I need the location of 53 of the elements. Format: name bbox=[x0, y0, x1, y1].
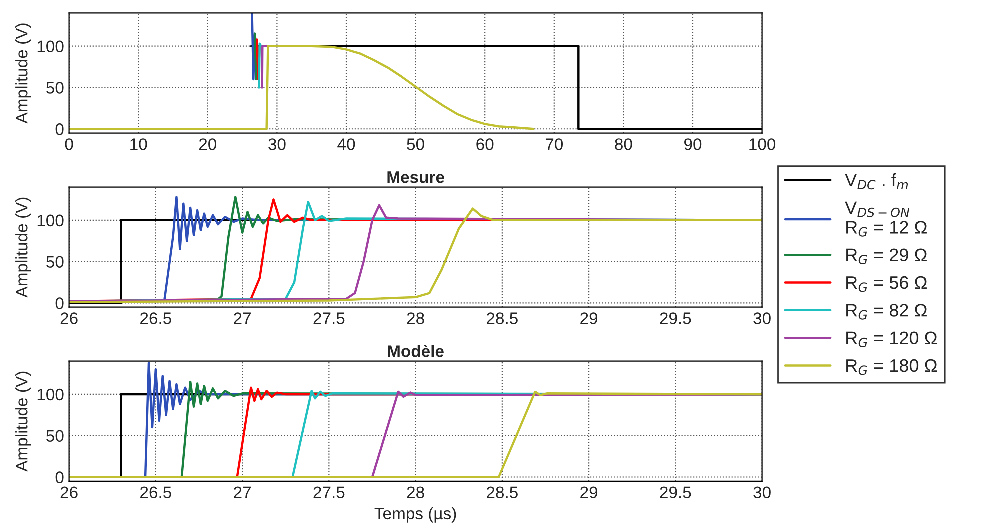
y-tick-label: 100 bbox=[38, 40, 64, 53]
x-tick-label: 26.5 bbox=[140, 486, 172, 498]
x-tick-label: 28 bbox=[407, 486, 424, 498]
chart-title: Modèle bbox=[388, 344, 444, 358]
y-tick-label: 0 bbox=[56, 472, 64, 484]
x-tick-label: 30 bbox=[754, 486, 771, 498]
legend-label: V$_{DS−ON}$ R$_{G}$ = 12 Ω bbox=[845, 202, 927, 237]
y-tick-label: 0 bbox=[56, 124, 64, 136]
x-tick-label: 10 bbox=[130, 138, 148, 150]
x-tick-label: 26 bbox=[60, 486, 78, 498]
line-series bbox=[251, 13, 258, 81]
legend-label: R$_{G}$ = 120 Ω bbox=[846, 332, 937, 348]
x-tick-label: 29 bbox=[580, 312, 598, 324]
x-tick-label: 27 bbox=[234, 486, 251, 498]
line-series bbox=[69, 45, 535, 130]
legend-label: R$_{G}$ = 180 Ω bbox=[846, 359, 937, 376]
x-tick-label: 40 bbox=[338, 138, 356, 150]
legend-label: V$_{DC}$ . f$_{m}$ bbox=[845, 173, 908, 190]
x-tick-label: 29 bbox=[580, 486, 598, 498]
x-axis-title: Temps (µs) bbox=[374, 507, 456, 523]
x-tick-label: 27.5 bbox=[314, 486, 345, 498]
y-tick-label: 100 bbox=[38, 214, 64, 227]
x-tick-label: 90 bbox=[684, 138, 702, 150]
x-tick-label: 29.5 bbox=[660, 312, 692, 324]
x-tick-label: 0 bbox=[65, 138, 74, 150]
x-tick-label: 28 bbox=[407, 312, 424, 324]
y-axis-title: Amplitude (V) bbox=[16, 24, 32, 124]
x-tick-label: 26.5 bbox=[140, 312, 172, 324]
x-tick-label: 60 bbox=[476, 138, 494, 150]
x-tick-label: 28.5 bbox=[487, 486, 518, 498]
x-tick-label: 30 bbox=[268, 138, 286, 150]
y-tick-label: 50 bbox=[46, 430, 64, 442]
y-axis-title: Amplitude (V) bbox=[16, 372, 32, 472]
x-tick-label: 30 bbox=[754, 312, 771, 324]
x-tick-label: 70 bbox=[546, 138, 564, 150]
x-tick-label: 29.5 bbox=[660, 486, 692, 498]
legend-label: R$_{G}$ = 29 Ω bbox=[846, 248, 927, 264]
y-tick-label: 50 bbox=[46, 256, 64, 268]
legend-label: R$_{G}$ = 56 Ω bbox=[846, 276, 927, 292]
y-tick-label: 100 bbox=[38, 388, 64, 401]
y-axis-title: Amplitude (V) bbox=[16, 198, 32, 298]
x-tick-label: 100 bbox=[750, 138, 776, 150]
x-tick-label: 20 bbox=[199, 138, 217, 150]
x-tick-label: 80 bbox=[615, 138, 632, 150]
y-tick-label: 0 bbox=[56, 298, 64, 310]
x-tick-label: 27 bbox=[234, 312, 251, 324]
x-tick-label: 27.5 bbox=[314, 312, 345, 324]
legend-label: R$_{G}$ = 82 Ω bbox=[846, 304, 927, 320]
y-tick-label: 50 bbox=[46, 82, 64, 94]
x-tick-label: 26 bbox=[60, 312, 78, 324]
chart-title: Mesure bbox=[388, 172, 444, 184]
x-tick-label: 28.5 bbox=[487, 312, 518, 324]
x-tick-label: 50 bbox=[407, 138, 424, 150]
